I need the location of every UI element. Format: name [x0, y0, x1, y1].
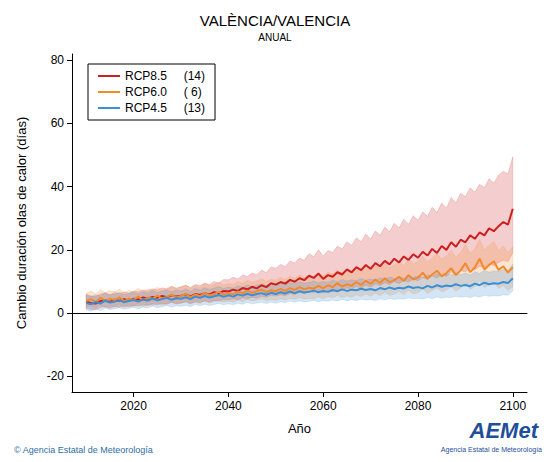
- svg-text:0: 0: [57, 306, 64, 320]
- svg-text:RCP8.5 (14): RCP8.5 (14): [125, 69, 205, 83]
- svg-text:80: 80: [51, 53, 65, 67]
- svg-text:AEMet: AEMet: [469, 418, 540, 443]
- svg-text:2020: 2020: [120, 399, 147, 413]
- svg-text:2080: 2080: [405, 399, 432, 413]
- svg-text:Agencia Estatal de Meteorologí: Agencia Estatal de Meteorología: [441, 446, 542, 454]
- svg-text:20: 20: [51, 243, 65, 257]
- svg-text:60: 60: [51, 116, 65, 130]
- svg-text:© Agencia Estatal de Meteorolo: © Agencia Estatal de Meteorología: [14, 445, 153, 455]
- svg-text:2040: 2040: [215, 399, 242, 413]
- svg-text:2100: 2100: [499, 399, 526, 413]
- svg-text:RCP4.5 (13): RCP4.5 (13): [125, 101, 205, 115]
- svg-text:ANUAL: ANUAL: [258, 32, 292, 43]
- svg-text:Año: Año: [288, 421, 311, 436]
- svg-text:2060: 2060: [310, 399, 337, 413]
- svg-text:-20: -20: [47, 369, 65, 383]
- svg-text:Cambio duración olas de calor: Cambio duración olas de calor (días): [14, 117, 29, 329]
- svg-text:VALÈNCIA/VALENCIA: VALÈNCIA/VALENCIA: [200, 12, 350, 29]
- svg-text:RCP6.0 ( 6): RCP6.0 ( 6): [125, 85, 202, 99]
- svg-text:40: 40: [51, 180, 65, 194]
